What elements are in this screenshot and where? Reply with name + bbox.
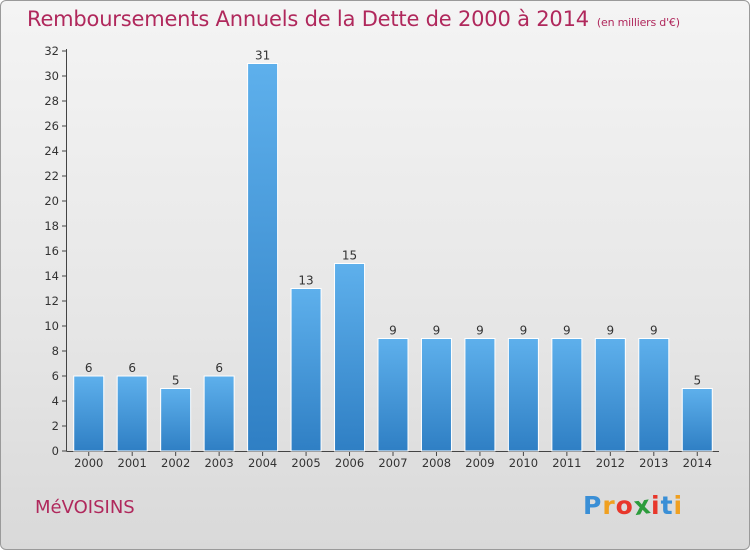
data-label: 15 [342,249,357,263]
data-label: 9 [563,324,571,338]
y-tick-label: 6 [52,369,59,383]
bar-2011 [551,338,583,452]
y-tick-label: 2 [52,419,59,433]
y-tick-label: 14 [44,269,59,283]
y-tick-label: 4 [52,394,59,408]
data-label: 5 [693,374,701,388]
data-label: 31 [255,49,270,63]
y-tick-label: 32 [44,44,59,58]
x-tick-label: 2012 [596,456,625,470]
x-tick-label: 2009 [465,456,494,470]
data-label: 9 [607,324,615,338]
y-tick-label: 24 [44,144,59,158]
logo-letter: r [602,491,616,520]
bar-2014 [681,388,713,452]
data-label: 9 [650,324,658,338]
chart-title: Remboursements Annuels de la Dette de 20… [27,7,680,31]
bars [73,63,713,452]
bar-2007 [377,338,409,452]
logo-letter: i [673,491,684,520]
chart-title-text: Remboursements Annuels de la Dette de 20… [27,7,589,31]
x-tick-label: 2006 [335,456,364,470]
bar-2010 [507,338,539,452]
x-tick-label: 2000 [74,456,103,470]
bar-2001 [116,375,148,452]
x-tick-label: 2013 [639,456,668,470]
x-tick-label: 2011 [552,456,581,470]
bar-2013 [638,338,670,452]
x-tick-label: 2005 [291,456,320,470]
x-tick-label: 2002 [161,456,190,470]
data-label: 9 [389,324,397,338]
proxiti-logo: Proxiti [583,489,684,522]
logo-letter: P [583,491,603,520]
x-tick-label: 2014 [683,456,712,470]
data-label: 9 [520,324,528,338]
y-tick-label: 8 [52,344,59,358]
x-tick-label: 2004 [248,456,277,470]
x-tick-label: 2008 [422,456,451,470]
bar-2004 [247,63,279,452]
x-tick-label: 2010 [509,456,538,470]
x-tick-label: 2003 [204,456,233,470]
y-tick-label: 10 [44,319,59,333]
logo-letter: t [660,491,674,520]
bar-2008 [420,338,452,452]
data-label: 6 [85,361,93,375]
data-label: 5 [172,374,180,388]
logo-letter: x [631,489,653,522]
y-tick-label: 26 [44,119,59,133]
logo-letter: i [651,491,661,520]
bar-2012 [594,338,626,452]
y-tick-label: 18 [44,219,59,233]
data-label: 13 [298,274,313,288]
x-tick-label: 2001 [118,456,147,470]
data-label: 9 [476,324,484,338]
y-tick-label: 30 [44,69,59,83]
logo-letter: o [615,491,634,520]
municipality-name: MéVOISINS [35,497,135,518]
x-tick-label: 2007 [378,456,407,470]
y-tick-label: 0 [52,444,59,458]
data-label: 6 [215,361,223,375]
y-tick-label: 16 [44,244,59,258]
bar-2006 [334,263,366,452]
data-labels: 6 6 5 6 31 13 15 9 9 9 9 9 9 9 5 [85,49,701,388]
bar-2009 [464,338,496,452]
bar-2000 [73,375,105,452]
y-tick-label: 22 [44,169,59,183]
y-tick-label: 12 [44,294,59,308]
y-tick-label: 20 [44,194,59,208]
y-tick-label: 28 [44,94,59,108]
bar-2002 [160,388,192,452]
bar-2003 [203,375,235,452]
data-label: 9 [433,324,441,338]
data-label: 6 [128,361,136,375]
x-axis: 2000 2001 2002 2003 2004 2005 2006 2007 2008 2009… [66,451,719,470]
bar-2005 [290,288,322,452]
chart-subtitle: (en milliers d'€) [596,16,680,29]
